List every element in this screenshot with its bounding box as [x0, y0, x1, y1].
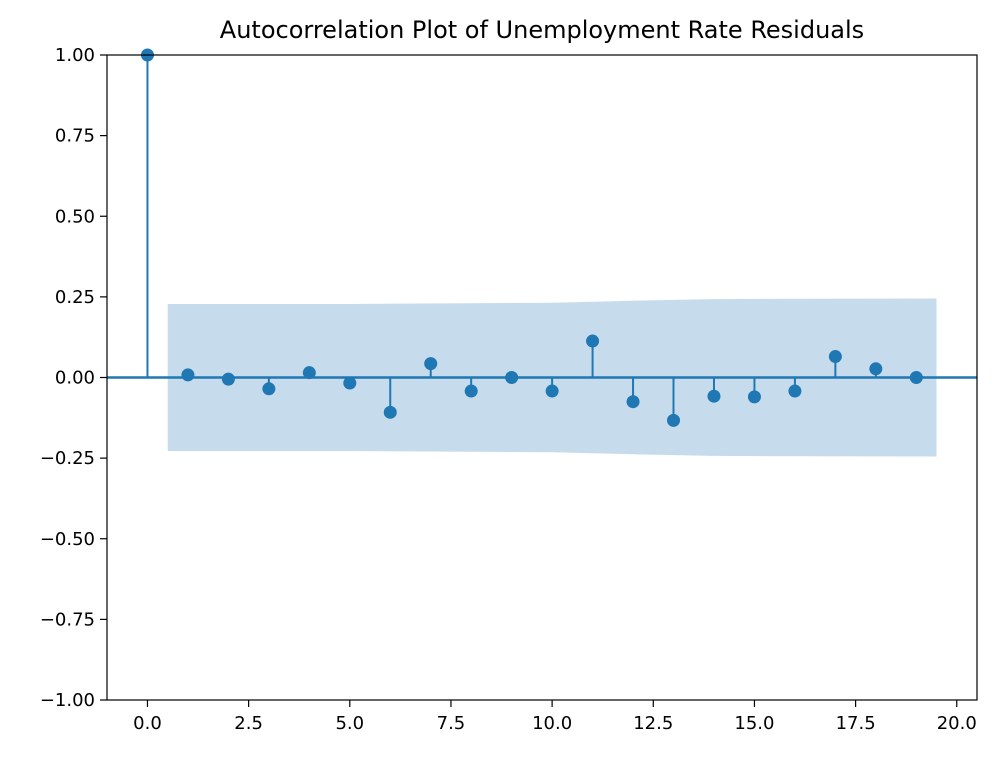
axis-layer: 0.0 2.5 5.0 7.5 10.0 12.5 15.0 17.5 20.0 −1.00 −0.… [40, 45, 978, 734]
y-tick-label: 1.00 [55, 45, 95, 66]
stem-marker-lag-2 [221, 372, 235, 386]
stem-layer [107, 48, 977, 427]
stem-marker-lag-14 [707, 389, 721, 403]
x-tick-label: 2.5 [234, 713, 263, 734]
x-tick-label: 15.0 [734, 713, 774, 734]
stem-marker-lag-4 [302, 366, 316, 380]
stem-marker-lag-5 [343, 376, 357, 390]
x-tick-label: 17.5 [836, 713, 876, 734]
y-tick-label: 0.50 [55, 206, 95, 227]
stem-marker-lag-11 [586, 334, 600, 348]
stem-marker-lag-12 [626, 395, 640, 409]
stem-marker-lag-18 [869, 362, 883, 376]
stem-marker-lag-6 [383, 405, 397, 419]
stem-marker-lag-17 [828, 350, 842, 364]
y-tick-label: −0.75 [40, 609, 95, 630]
y-tick-label: 0.00 [55, 368, 95, 389]
y-tick-label: −0.50 [40, 529, 95, 550]
stem-marker-lag-19 [909, 371, 923, 384]
x-tick-label: 7.5 [437, 713, 466, 734]
stem-marker-lag-3 [262, 382, 276, 396]
x-tick-label: 12.5 [633, 713, 673, 734]
chart-title: Autocorrelation Plot of Unemployment Rat… [220, 16, 864, 44]
stem-marker-lag-8 [464, 384, 478, 398]
y-tick-label: −1.00 [40, 690, 95, 711]
stem-marker-lag-7 [424, 357, 438, 371]
x-tick-label: 10.0 [532, 713, 572, 734]
y-tick-label: −0.25 [40, 448, 95, 469]
x-tick-label: 0.0 [133, 713, 162, 734]
stem-marker-lag-15 [747, 390, 761, 404]
stem-marker-lag-13 [667, 413, 681, 427]
stem-marker-lag-1 [181, 368, 195, 382]
stem-marker-lag-10 [545, 384, 559, 398]
stem-marker-lag-16 [788, 384, 802, 398]
stem-marker-lag-9 [505, 371, 519, 384]
x-tick-label: 5.0 [335, 713, 364, 734]
x-tick-label: 20.0 [937, 713, 977, 734]
y-tick-label: 0.75 [55, 126, 95, 147]
y-tick-label: 0.25 [55, 287, 95, 308]
